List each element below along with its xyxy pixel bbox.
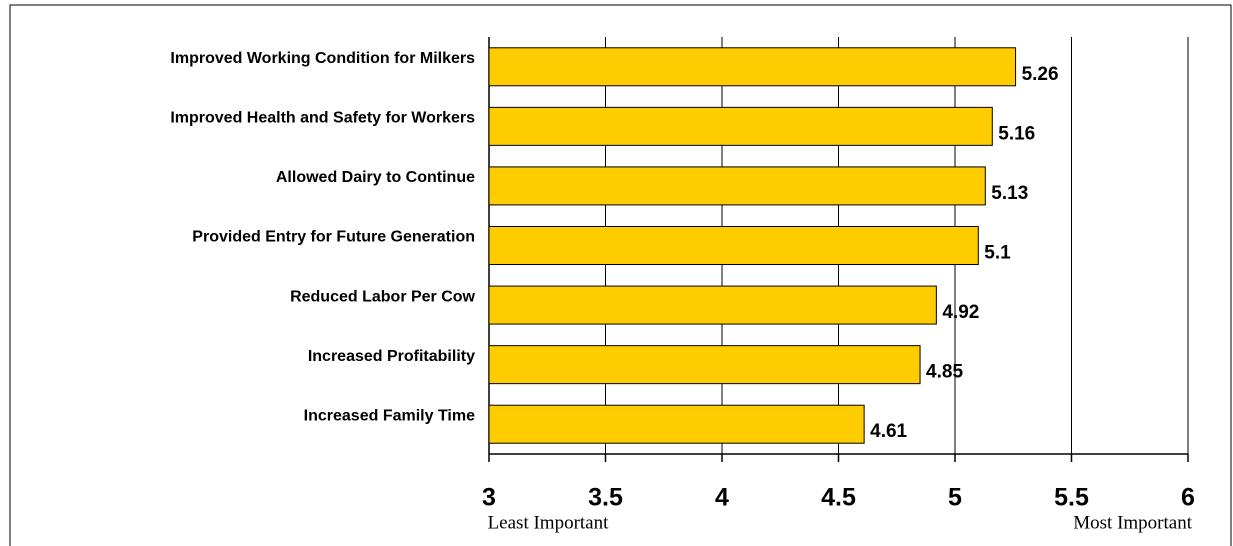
data-label: 5.1 — [984, 243, 1011, 264]
data-label: 4.85 — [926, 362, 963, 383]
data-label: 4.92 — [942, 302, 979, 323]
x-tick-label: 4.5 — [821, 484, 856, 512]
x-tick-label: 3.5 — [588, 484, 623, 512]
x-tick-label: 5.5 — [1054, 484, 1089, 512]
data-label: 5.26 — [1022, 64, 1059, 85]
y-tick-label: Increased Family Time — [304, 407, 475, 424]
bar — [488, 345, 921, 385]
data-label: 5.13 — [991, 183, 1028, 204]
y-tick-label: Improved Working Condition for Milkers — [170, 50, 475, 67]
y-tick-label: Increased Profitability — [308, 348, 475, 365]
x-tick-label: 4 — [715, 484, 729, 512]
x-tick-label: 6 — [1181, 484, 1195, 512]
x-tick-label: 5 — [948, 484, 962, 512]
bar — [488, 166, 986, 206]
y-tick-label: Improved Health and Safety for Workers — [170, 110, 475, 127]
frame — [9, 4, 1232, 546]
bar — [488, 226, 979, 265]
y-tick-label: Reduced Labor Per Cow — [290, 288, 475, 305]
annotation: Most Important — [1073, 512, 1192, 533]
annotation: Least Important — [488, 512, 610, 533]
bar — [488, 404, 865, 444]
x-tick-label: 3 — [482, 484, 496, 512]
bar — [488, 106, 993, 146]
bar — [488, 285, 937, 325]
y-tick-label: Allowed Dairy to Continue — [276, 169, 475, 186]
y-tick-label: Provided Entry for Future Generation — [192, 229, 475, 246]
bar — [488, 47, 1017, 87]
data-label: 5.16 — [998, 123, 1035, 144]
data-label: 4.61 — [870, 421, 907, 442]
